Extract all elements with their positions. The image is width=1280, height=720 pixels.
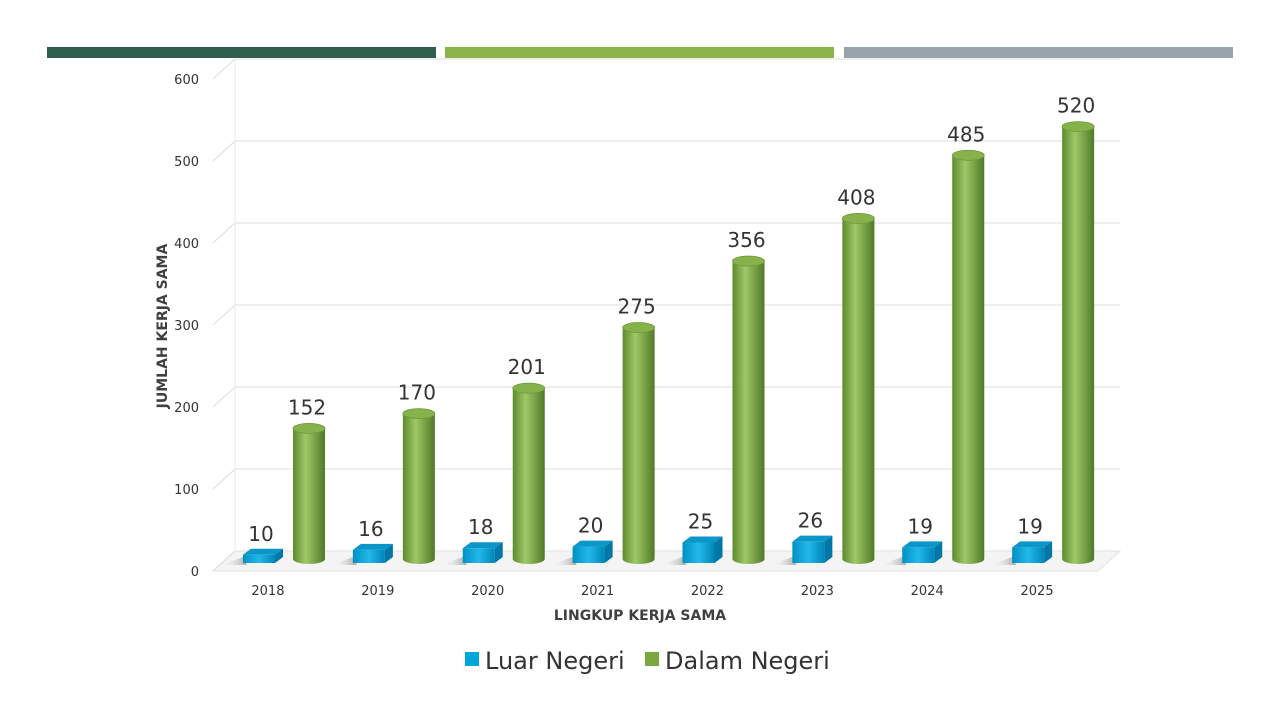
bar-luar-negeri [792,541,825,563]
y-tick-label: 100 [174,483,199,498]
bar-dalam-negeri [732,261,765,564]
bar-luar-negeri-top [792,535,833,542]
x-tick-label: 2022 [691,584,724,599]
bar-shadow [990,557,1017,565]
y-tick-label: 300 [174,319,199,334]
x-tick-label: 2023 [801,584,834,599]
bar-luar-negeri [1012,547,1045,563]
x-tick-label: 2021 [581,584,614,599]
bar-shadow [550,557,577,565]
bar-luar-negeri-top [682,536,723,543]
x-tick-label: 2025 [1021,584,1054,599]
bar-dalam-negeri [842,218,875,564]
legend-swatch-luar-negeri [465,652,479,666]
data-label-dalam-negeri: 520 [1057,94,1095,118]
bar-luar-negeri-side [275,548,283,563]
bar-dalam-negeri [622,327,655,564]
data-label-luar-negeri: 18 [468,515,493,539]
legend-label-luar-negeri: Luar Negeri [485,647,625,675]
data-label-dalam-negeri: 201 [508,355,546,379]
bar-luar-negeri-side [934,541,943,563]
bar-shadow [660,557,687,565]
bar-luar-negeri [462,548,495,563]
bar-dalam-negeri [1062,126,1095,564]
header-band-dark-green [47,47,436,58]
y-gridline-depth [212,468,236,490]
data-label-dalam-negeri: 275 [618,295,656,319]
data-label-luar-negeri: 10 [248,522,273,546]
y-gridline-depth [212,304,236,326]
bar-luar-negeri-top [352,543,393,550]
bar-dalam-negeri [952,155,985,565]
data-label-dalam-negeri: 485 [947,122,985,146]
data-label-luar-negeri: 26 [798,509,823,533]
bar-luar-negeri-side [494,542,503,563]
bar-dalam-negeri-top [1061,121,1095,132]
x-axis-title: LINGKUP KERJA SAMA [554,608,726,624]
bar-shadow [770,557,797,565]
bar-dalam-negeri-top [512,382,546,394]
data-label-luar-negeri: 20 [578,514,603,538]
bar-luar-negeri [352,549,385,563]
data-label-luar-negeri: 16 [358,517,383,541]
bar-luar-negeri [572,546,605,563]
x-tick-label: 2024 [911,584,944,599]
bar-dalam-negeri-top [732,255,765,267]
bar-shadow [440,557,467,565]
bar-luar-negeri-side [824,535,833,563]
y-gridline-depth [212,550,236,572]
bar-dalam-negeri-top [402,408,436,420]
y-tick-label: 500 [174,155,199,170]
data-label-dalam-negeri: 170 [398,381,436,405]
bar-luar-negeri-top [243,548,283,555]
y-gridline-depth [212,58,236,80]
y-tick-label: 400 [174,237,199,252]
bar-luar-negeri-side [384,543,393,563]
x-tick-label: 2019 [361,584,394,599]
bar-luar-negeri [682,542,715,563]
bar-dalam-negeri-top [841,213,875,224]
bar-luar-negeri-top [462,542,503,549]
y-axis-title: JUMLAH KERJA SAMA [155,244,171,410]
data-label-dalam-negeri: 356 [727,228,765,252]
bar-dalam-negeri [512,388,545,564]
data-label-dalam-negeri: 408 [837,185,875,209]
bar-luar-negeri-top [572,540,613,547]
bar-luar-negeri-side [714,536,723,563]
bar-dalam-negeri-top [951,149,985,161]
bar-shadow [221,557,247,565]
bar-luar-negeri-side [1044,541,1053,563]
header-band-gray [844,47,1233,58]
y-gridline-depth [212,386,236,408]
data-label-luar-negeri: 25 [688,510,713,534]
data-label-dalam-negeri: 152 [288,395,326,419]
bar-luar-negeri-top [1012,541,1053,548]
bar-luar-negeri-side [604,540,613,563]
bar-dalam-negeri [402,413,435,564]
bar-shadow [880,557,907,565]
bar-dalam-negeri-top [622,322,656,333]
bar-shadow [330,557,357,565]
x-tick-label: 2018 [251,584,284,599]
bar-dalam-negeri-top [292,422,326,434]
bar-luar-negeri [243,554,275,563]
bar-luar-negeri [902,547,935,563]
y-gridline-depth [212,140,236,162]
legend-swatch-dalam-negeri [645,652,659,666]
legend-label-dalam-negeri: Dalam Negeri [665,647,830,675]
bar-luar-negeri-top [902,541,943,548]
y-tick-label: 200 [174,401,199,416]
y-gridline-depth [212,222,236,244]
header-band-light-green [445,47,834,58]
legend: Luar Negeri Dalam Negeri [465,647,830,675]
data-label-luar-negeri: 19 [908,514,933,538]
y-tick-label: 600 [174,73,199,88]
x-tick-label: 2020 [471,584,504,599]
bar-dalam-negeri [293,428,325,564]
y-tick-label: 0 [191,565,199,580]
data-label-luar-negeri: 19 [1017,514,1042,538]
